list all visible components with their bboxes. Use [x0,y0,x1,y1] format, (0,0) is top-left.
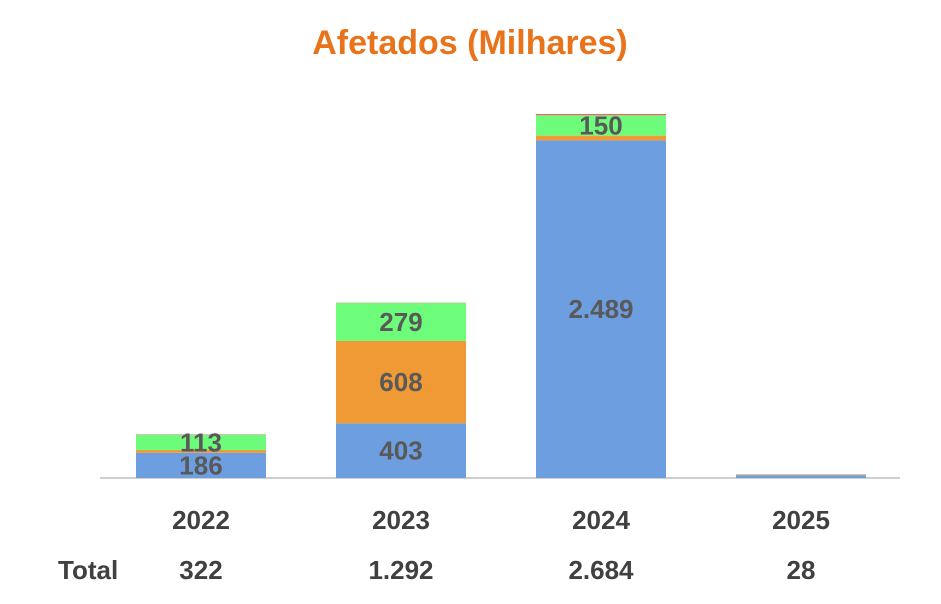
bar-segment [736,475,866,478]
chart-title: Afetados (Milhares) [312,24,628,62]
bar-segment [536,140,666,478]
bar-segment [536,115,666,136]
data-label: 2.489 [568,294,633,324]
x-tick-label: 2022 [172,505,230,535]
data-label: 403 [379,436,422,466]
data-label: 186 [179,450,222,480]
total-title: Total [58,555,118,585]
bar-segment [336,423,466,478]
x-tick-label: 2024 [572,505,630,535]
bar-segment [736,474,866,476]
x-tick-label: 2025 [772,505,830,535]
bar-segment [536,113,666,116]
data-label: 608 [379,367,422,397]
total-label: 322 [179,555,222,585]
total-label: 28 [787,555,816,585]
total-label: 1.292 [368,555,433,585]
bar-segment [136,452,266,478]
bar-segment [336,303,466,341]
x-tick-label: 2023 [372,505,430,535]
bar-segment [136,450,266,453]
bar-segment [336,340,466,424]
bar-segment [136,434,266,451]
data-label: 113 [180,427,222,457]
bar-segment [536,135,666,141]
data-label: 279 [379,307,422,337]
total-label: 2.684 [568,555,634,585]
data-label: 150 [579,110,622,140]
